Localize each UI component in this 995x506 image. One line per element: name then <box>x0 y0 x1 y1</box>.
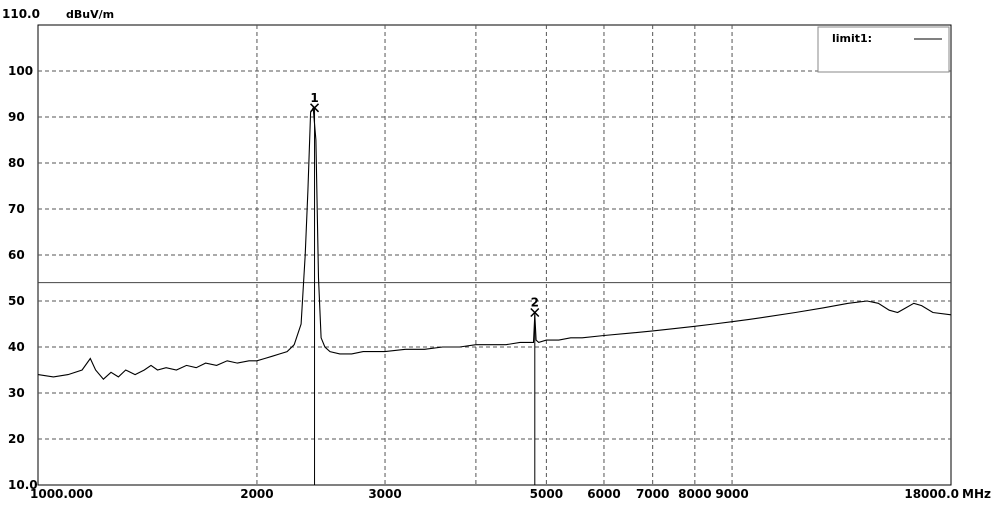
y-top-label: 110.0 <box>2 7 40 21</box>
marker-label: 1 <box>310 91 318 105</box>
x-unit-label: MHz <box>962 487 991 501</box>
y-tick-label: 100 <box>8 64 33 78</box>
x-tick-label: 2000 <box>240 487 273 501</box>
marker-x-icon <box>530 307 540 318</box>
x-tick-label: 7000 <box>636 487 669 501</box>
y-tick-label: 80 <box>8 156 25 170</box>
markers: 12 <box>310 91 540 485</box>
x-tick-label: 18000.0 <box>904 487 959 501</box>
x-tick-label: 6000 <box>587 487 620 501</box>
x-tick-label: 5000 <box>530 487 563 501</box>
marker-label: 2 <box>531 296 539 310</box>
y-tick-label: 10.0 <box>8 478 38 492</box>
x-tick-label: 8000 <box>678 487 711 501</box>
legend-box <box>817 26 950 73</box>
y-tick-label: 90 <box>8 110 25 124</box>
x-tick-label: 3000 <box>368 487 401 501</box>
y-tick-label: 30 <box>8 386 25 400</box>
x-tick-label: 9000 <box>715 487 748 501</box>
y-tick-label: 60 <box>8 248 25 262</box>
grid-lines <box>38 25 951 485</box>
y-tick-label: 20 <box>8 432 25 446</box>
y-tick-label: 40 <box>8 340 25 354</box>
x-tick-label: 1000.000 <box>30 487 93 501</box>
legend: limit1: <box>817 26 950 73</box>
y-tick-label: 70 <box>8 202 25 216</box>
series-trace <box>37 105 952 380</box>
legend-label: limit1: <box>832 32 872 45</box>
y-unit-label: dBuV/m <box>66 8 114 21</box>
y-tick-label: 50 <box>8 294 25 308</box>
